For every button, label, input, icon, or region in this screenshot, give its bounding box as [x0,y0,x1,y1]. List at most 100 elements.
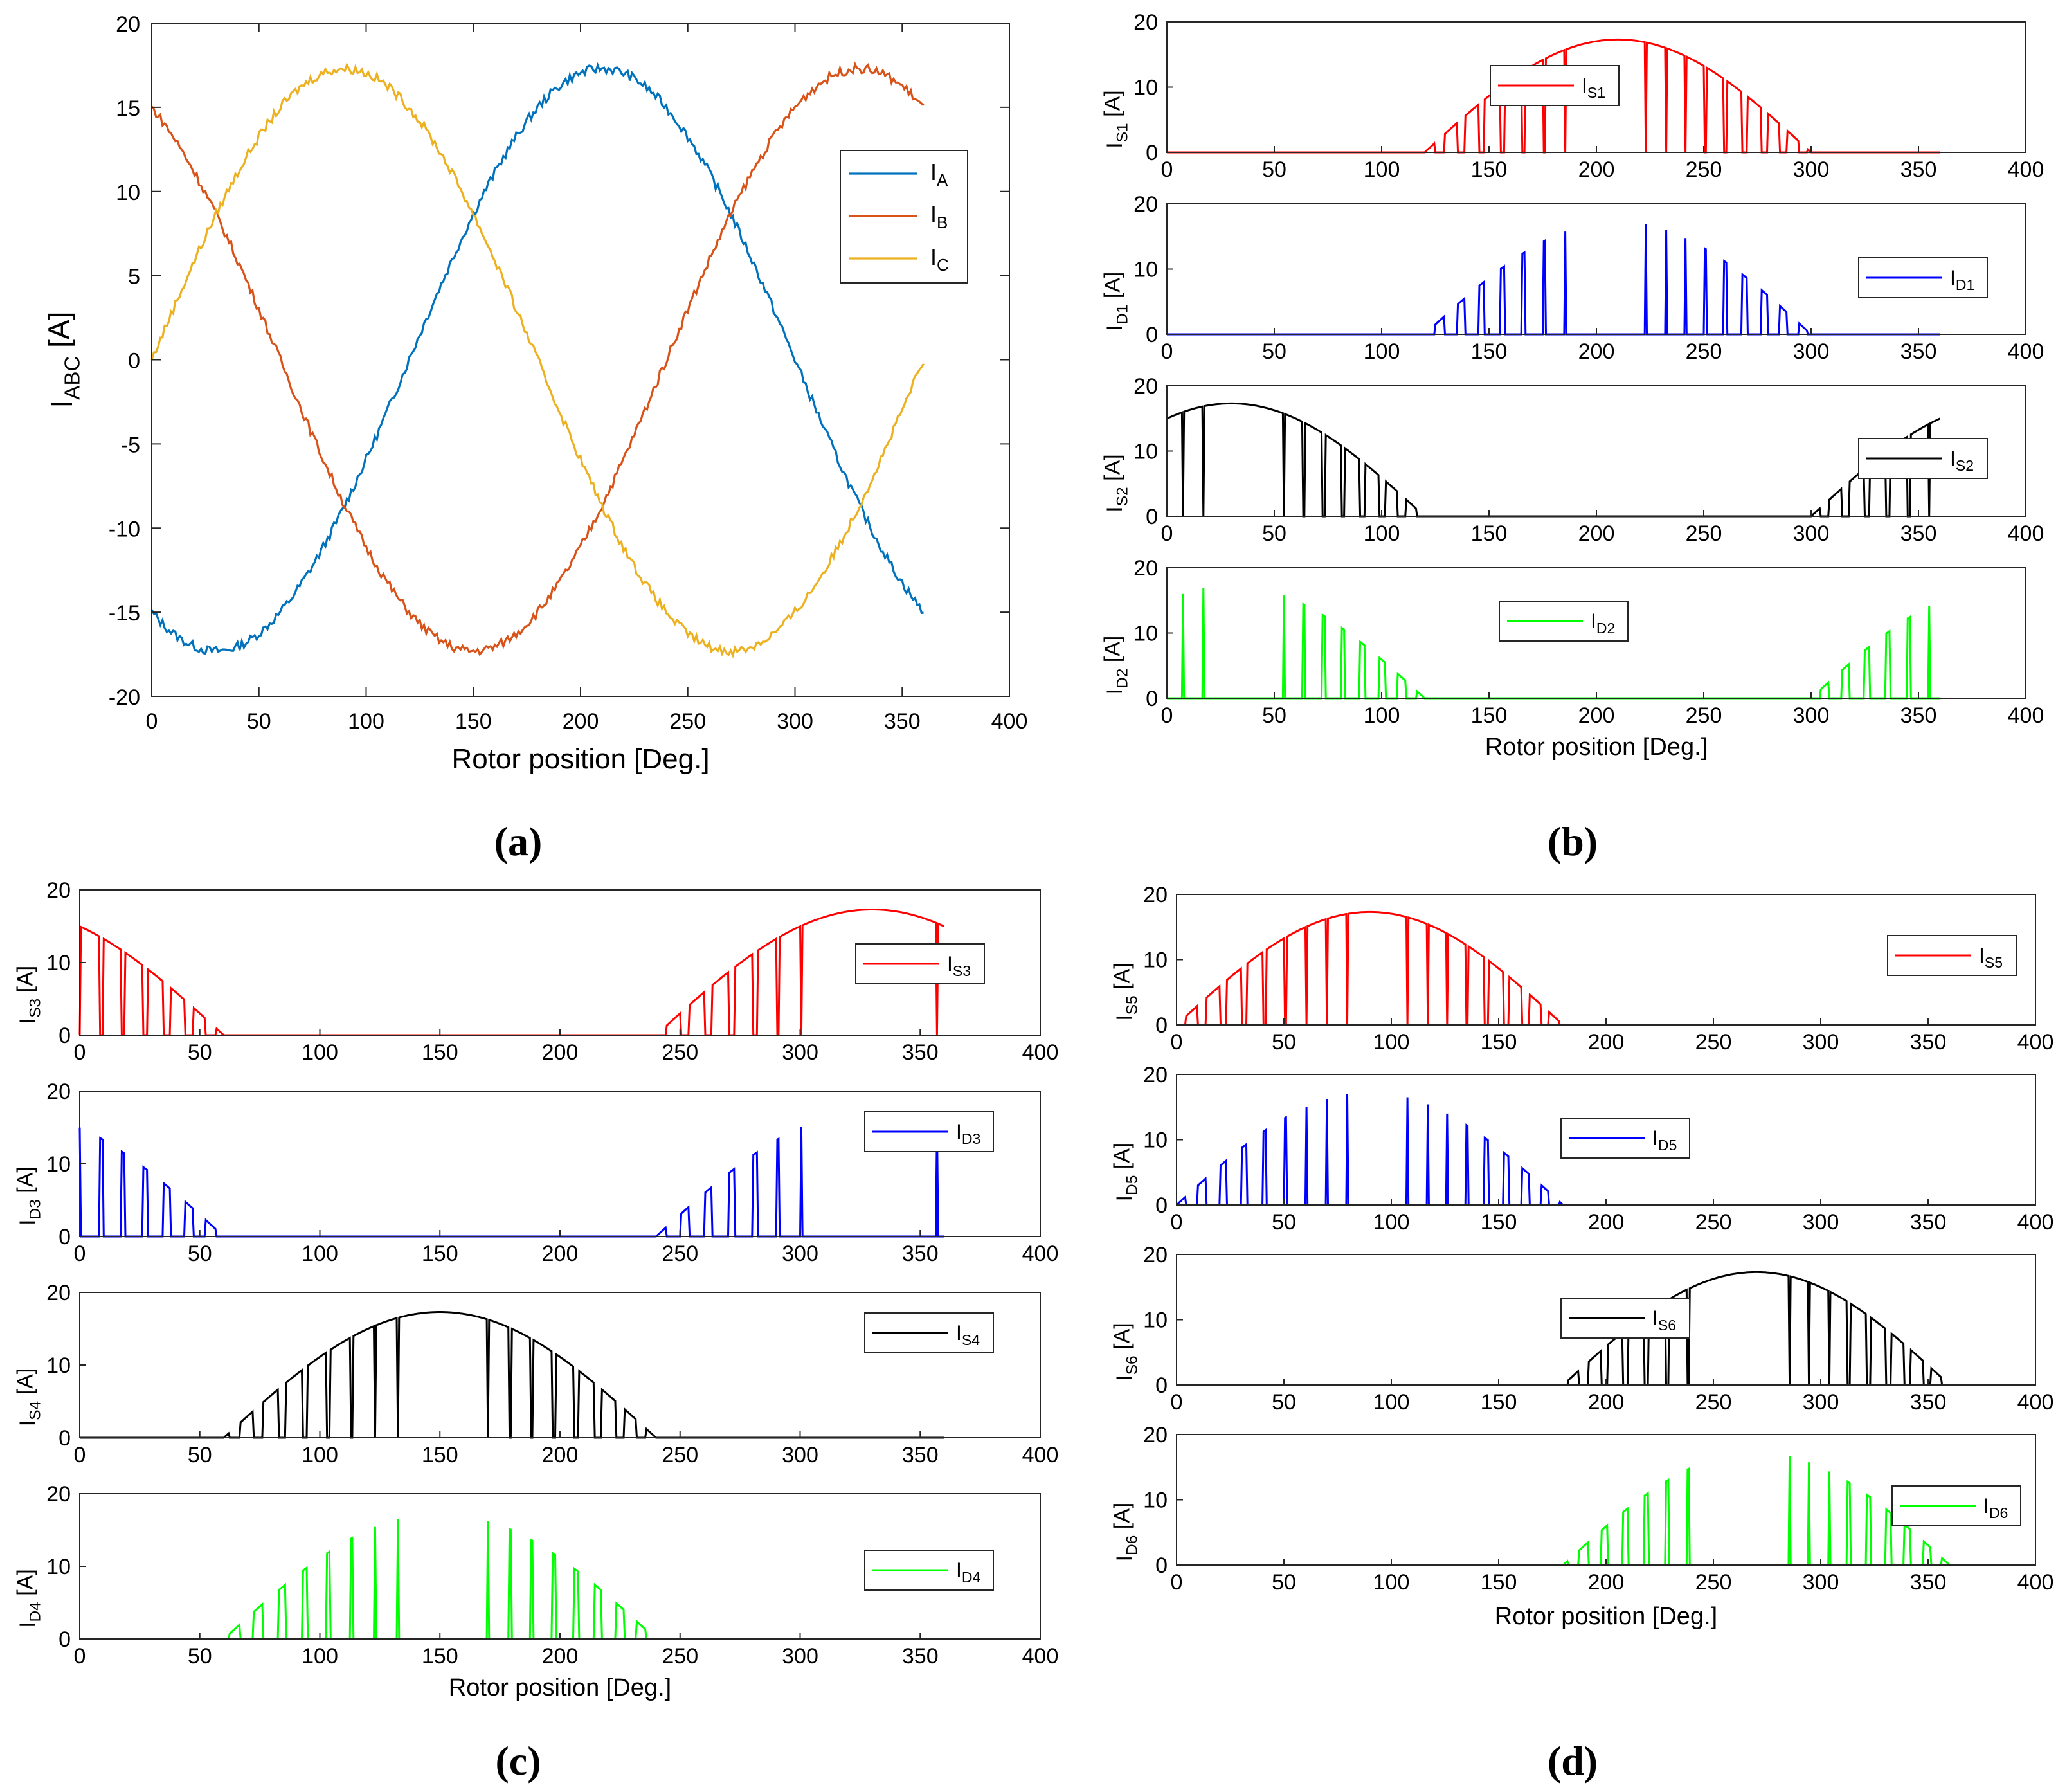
legend-label-s1-subscript: S1 [1587,84,1605,101]
x-tick-label: 0 [1161,339,1173,364]
panel-caption: (d) [1548,1738,1598,1784]
y-axis-label-s3-symbol: I [15,1018,40,1024]
legend-label-s1-symbol: I [1582,74,1587,97]
x-tick-label: 250 [662,1443,698,1467]
panel-caption: (c) [495,1738,541,1784]
x-tick-label: 400 [2008,521,2044,546]
x-tick-label: 0 [1171,1390,1183,1415]
y-axis-label-d3-subscript: D3 [27,1199,44,1219]
x-tick-label: 400 [991,709,1028,734]
y-tick-label: 0 [59,1024,71,1048]
x-tick-label: 0 [1171,1210,1183,1235]
x-tick-label: 300 [782,1644,818,1669]
legend-label-b-symbol: I [930,201,937,228]
y-axis-label-d3-symbol: I [15,1219,40,1225]
y-tick-label: 0 [59,1627,71,1652]
y-axis-label-symbol: I [45,400,78,408]
y-axis-label-d1-symbol: I [1103,325,1127,330]
x-tick-label: 200 [1578,521,1615,546]
x-tick-label: 100 [1364,521,1400,546]
y-axis-label-s3-unit: [A] [14,966,38,999]
x-tick-label: 350 [1910,1210,1947,1235]
y-tick-label: 10 [1133,76,1158,100]
x-tick-label: 150 [422,1644,458,1669]
x-tick-label: 300 [1803,1570,1839,1595]
x-tick-label: 200 [542,1040,579,1065]
legend-label-s3-symbol: I [947,952,953,975]
legend-label-d4: ID4 [956,1559,981,1586]
x-tick-label: 50 [188,1242,212,1266]
x-tick-label: 0 [74,1644,86,1669]
panel-caption: (a) [494,819,543,864]
legend-label-s5-subscript: S5 [1985,954,2003,971]
legend-label-d2: ID2 [1591,610,1615,637]
x-tick-label: 0 [146,709,158,734]
y-axis-label-d2-subscript: D2 [1114,669,1132,689]
y-axis-label-d1: ID1 [A] [1101,272,1132,331]
x-tick-label: 200 [1588,1570,1625,1595]
x-tick-label: 50 [188,1443,212,1467]
x-tick-label: 200 [542,1443,579,1467]
y-tick-label: 15 [116,96,140,121]
x-axis-label: Rotor position [Deg.] [1495,1603,1717,1630]
y-tick-label: 10 [1143,948,1168,973]
x-tick-label: 350 [1900,158,1937,182]
y-tick-label: 10 [1143,1489,1168,1513]
x-axis-label: Rotor position [Deg.] [451,743,709,775]
x-tick-label: 100 [302,1242,338,1266]
y-tick-label: 20 [1143,1063,1168,1087]
x-tick-label: 300 [1793,521,1830,546]
legend-label-s3: IS3 [947,952,971,979]
x-tick-label: 50 [1272,1210,1296,1235]
x-tick-label: 50 [1262,158,1286,182]
y-tick-label: 10 [1133,258,1158,282]
y-tick-label: 0 [1155,1013,1168,1038]
y-axis-label-d4-subscript: D4 [27,1602,44,1622]
legend-label-d6-subscript: D6 [1989,1505,2008,1521]
x-tick-label: 100 [1373,1390,1410,1415]
y-tick-label: 0 [128,349,140,374]
y-axis-label-s6-symbol: I [1112,1375,1137,1380]
x-tick-label: 150 [422,1443,458,1467]
x-tick-label: 150 [422,1242,458,1266]
x-tick-label: 250 [1695,1030,1732,1054]
y-tick-label: 20 [1143,883,1168,907]
y-axis-label-d4-symbol: I [15,1622,40,1627]
series-line-d3 [78,1124,944,1238]
legend-label-d2-subscript: D2 [1596,620,1615,637]
legend-label-a-symbol: I [930,159,937,185]
y-tick-label: 20 [116,12,140,37]
legend-label-s5-symbol: I [1979,944,1985,967]
x-tick-label: 350 [1900,703,1937,728]
x-tick-label: 100 [302,1040,338,1065]
x-tick-label: 150 [1481,1210,1517,1235]
legend-label-a-subscript: A [937,172,948,190]
x-tick-label: 300 [1803,1210,1839,1235]
y-axis-label-d5-symbol: I [1112,1195,1137,1201]
y-axis-label-d2-symbol: I [1103,689,1127,694]
y-tick-label: 0 [1155,1193,1168,1218]
y-axis-label-s2: IS2 [A] [1101,454,1132,512]
x-tick-label: 350 [1900,521,1937,546]
plot-area [152,23,1009,696]
x-tick-label: 300 [1793,339,1830,364]
y-tick-label: 0 [1155,1373,1168,1398]
y-tick-label: 20 [46,878,71,903]
y-tick-label: 20 [1133,192,1158,217]
y-tick-label: 20 [1143,1423,1168,1447]
legend-label-d4-symbol: I [956,1559,962,1582]
x-tick-label: 150 [1471,339,1508,364]
x-tick-label: 400 [2008,339,2044,364]
x-tick-label: 50 [1272,1030,1296,1054]
x-tick-label: 50 [1272,1390,1296,1415]
x-tick-label: 150 [1471,703,1508,728]
x-tick-label: 50 [188,1644,212,1669]
x-tick-label: 0 [74,1443,86,1467]
y-axis-label-d4-unit: [A] [14,1569,38,1602]
x-tick-label: 250 [1686,339,1722,364]
